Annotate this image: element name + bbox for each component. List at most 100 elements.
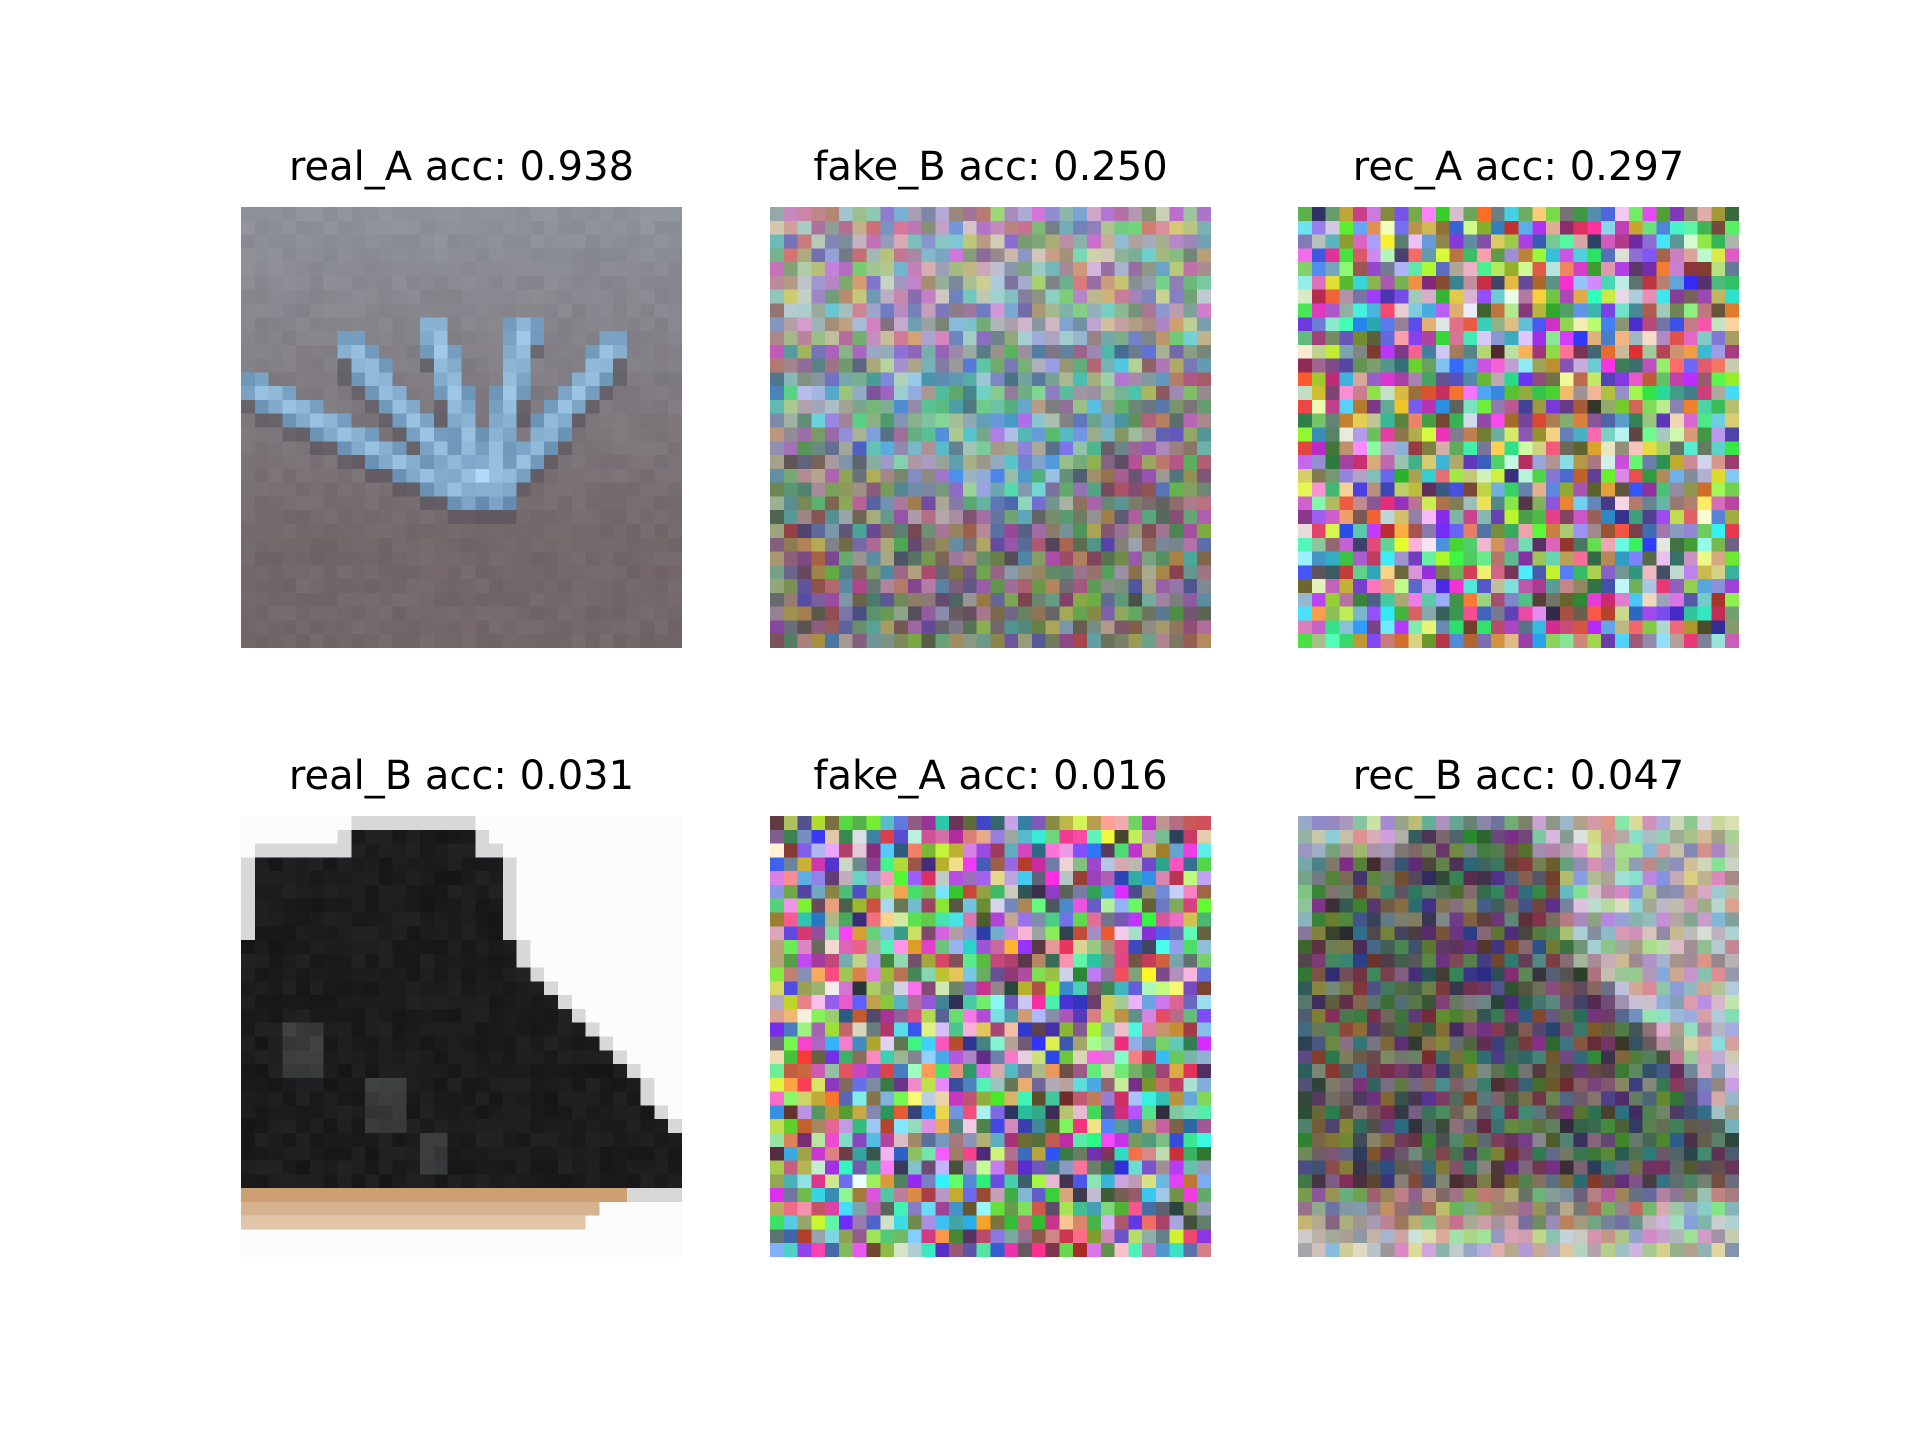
pixel xyxy=(1642,565,1657,580)
pixel xyxy=(433,857,448,872)
pixel xyxy=(1628,551,1643,566)
pixel xyxy=(838,579,853,594)
pixel xyxy=(1587,248,1602,263)
pixel xyxy=(1642,523,1657,539)
pixel xyxy=(1155,262,1170,277)
pixel xyxy=(1004,1132,1019,1148)
pixel xyxy=(1100,234,1115,249)
pixel xyxy=(1197,1050,1211,1065)
pixel xyxy=(1532,207,1547,222)
pixel xyxy=(1004,884,1019,899)
pixel xyxy=(1463,386,1478,401)
pixel xyxy=(557,816,573,831)
pixel xyxy=(866,926,881,941)
pixel xyxy=(1711,207,1726,222)
pixel xyxy=(1573,248,1588,263)
pixel xyxy=(420,317,435,332)
pixel xyxy=(489,358,504,373)
pixel xyxy=(668,1188,682,1203)
pixel xyxy=(1711,344,1726,359)
pixel xyxy=(838,926,853,941)
pixel xyxy=(323,898,338,913)
pixel xyxy=(241,1160,256,1175)
pixel xyxy=(1142,565,1157,580)
pixel xyxy=(516,1132,531,1148)
pixel xyxy=(1169,496,1184,511)
pixel xyxy=(1031,940,1046,955)
pixel xyxy=(1504,220,1519,235)
pixel xyxy=(254,468,269,483)
pixel xyxy=(654,940,669,955)
pixel xyxy=(1018,592,1033,607)
pixel xyxy=(1183,1064,1198,1079)
pixel xyxy=(241,248,256,263)
pixel xyxy=(516,234,531,249)
pixel xyxy=(640,620,655,635)
pixel xyxy=(420,579,435,594)
pixel xyxy=(516,981,531,996)
pixel xyxy=(323,816,338,831)
pixel xyxy=(296,275,311,290)
pixel xyxy=(654,1174,669,1189)
pixel xyxy=(1711,386,1726,401)
pixel xyxy=(516,455,531,470)
pixel xyxy=(1339,220,1354,235)
pixel xyxy=(447,441,462,456)
pixel xyxy=(1298,234,1313,249)
pixel xyxy=(502,344,517,359)
pixel xyxy=(433,940,448,955)
pixel xyxy=(268,289,283,304)
pixel xyxy=(921,857,936,872)
pixel xyxy=(323,592,338,607)
pixel xyxy=(1670,234,1685,249)
pixel xyxy=(323,606,338,621)
pixel xyxy=(976,1077,991,1092)
pixel xyxy=(241,592,256,607)
pixel xyxy=(1683,592,1698,607)
pixel xyxy=(1656,262,1671,277)
pixel xyxy=(1339,317,1354,332)
pixel xyxy=(585,1229,600,1244)
pixel xyxy=(1366,413,1381,428)
pixel xyxy=(1018,220,1033,235)
pixel xyxy=(626,1146,641,1161)
pixel xyxy=(668,289,682,304)
pixel xyxy=(489,1229,504,1244)
pixel xyxy=(447,1119,462,1134)
pixel xyxy=(1059,871,1074,886)
pixel xyxy=(1018,441,1033,456)
pixel xyxy=(654,843,669,858)
pixel xyxy=(783,523,798,539)
pixel xyxy=(654,1243,669,1257)
pixel xyxy=(1546,427,1561,442)
pixel xyxy=(461,1132,476,1148)
pixel xyxy=(1587,441,1602,456)
pixel xyxy=(613,482,628,497)
pixel xyxy=(282,634,297,648)
pixel xyxy=(1339,413,1354,428)
pixel xyxy=(309,413,324,428)
pixel xyxy=(447,1229,462,1244)
pixel xyxy=(585,482,600,497)
pixel xyxy=(976,551,991,566)
pixel xyxy=(1059,884,1074,899)
pixel xyxy=(1114,427,1129,442)
pixel xyxy=(599,331,614,346)
pixel xyxy=(296,620,311,635)
pixel xyxy=(461,1077,476,1092)
pixel xyxy=(1197,1064,1211,1079)
pixel xyxy=(1183,207,1198,222)
pixel xyxy=(990,496,1005,511)
pixel xyxy=(1298,289,1313,304)
pixel xyxy=(1155,537,1170,552)
pixel xyxy=(599,579,614,594)
pixel xyxy=(585,1077,600,1092)
pixel xyxy=(309,1119,324,1134)
pixel xyxy=(1183,967,1198,982)
pixel xyxy=(811,482,826,497)
pixel xyxy=(1018,1146,1033,1161)
pixel xyxy=(489,262,504,277)
pixel xyxy=(626,1105,641,1120)
pixel xyxy=(1477,496,1492,511)
pixel xyxy=(1380,482,1395,497)
